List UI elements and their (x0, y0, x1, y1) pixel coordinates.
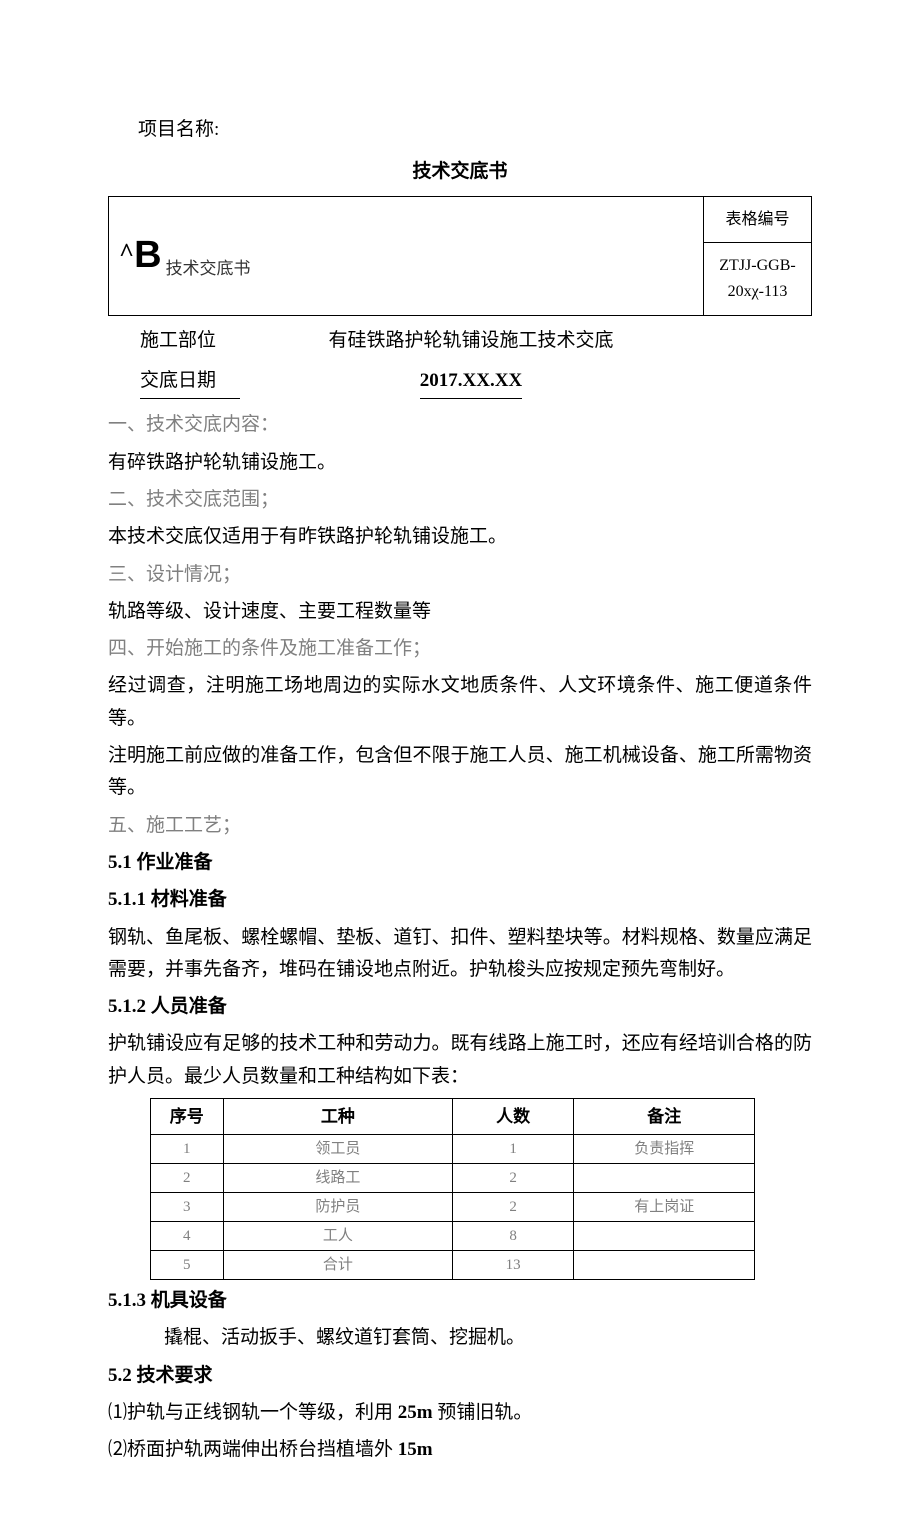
table-cell: 领工员 (223, 1135, 453, 1164)
th-remark: 备注 (574, 1098, 755, 1134)
section4-title: 四、开始施工的条件及施工准备工作； (108, 633, 812, 665)
section5-1-3-body: 撬棍、活动扳手、螺纹道钉套筒、挖掘机。 (108, 1322, 812, 1354)
header-big-b: B (134, 225, 161, 286)
th-count: 人数 (453, 1098, 574, 1134)
doc-title: 技术交底书 (108, 157, 812, 187)
form-number-value: ZTJJ-GGB-20xχ-113 (704, 243, 812, 315)
header-caret: ^ (119, 232, 134, 274)
section5-title: 五、施工工艺； (108, 810, 812, 842)
table-cell: 线路工 (223, 1164, 453, 1193)
table-cell: 负责指挥 (574, 1135, 755, 1164)
date-value: 2017.XX.XX (420, 366, 522, 399)
table-cell (574, 1164, 755, 1193)
table-cell: 2 (453, 1164, 574, 1193)
s5-2-2-bold: 15m (398, 1439, 433, 1460)
table-cell: 1 (453, 1135, 574, 1164)
table-row: 5合计13 (151, 1251, 755, 1280)
date-label: 交底日期 (140, 366, 240, 399)
table-cell: 8 (453, 1222, 574, 1251)
header-sub-text: 技术交底书 (166, 255, 251, 282)
header-table: ^ B 技术交底书 表格编号 ZTJJ-GGB-20xχ-113 (108, 196, 812, 316)
table-header-row: 序号 工种 人数 备注 (151, 1098, 755, 1134)
table-cell: 1 (151, 1135, 224, 1164)
dept-row: 施工部位 有硅铁路护轮轨铺设施工技术交底 (108, 326, 812, 356)
section5-1-1: 5.1.1 材料准备 (108, 884, 812, 916)
section3-title: 三、设计情况； (108, 559, 812, 591)
section5-1: 5.1 作业准备 (108, 847, 812, 879)
th-type: 工种 (223, 1098, 453, 1134)
table-cell: 5 (151, 1251, 224, 1280)
table-row: 3防护员2有上岗证 (151, 1193, 755, 1222)
section2-title: 二、技术交底范围； (108, 484, 812, 516)
table-row: 2线路工2 (151, 1164, 755, 1193)
s5-2-1-bold: 25m (398, 1402, 433, 1423)
table-row: 1领工员1负责指挥 (151, 1135, 755, 1164)
table-cell: 4 (151, 1222, 224, 1251)
th-seq: 序号 (151, 1098, 224, 1134)
section3-body: 轨路等级、设计速度、主要工程数量等 (108, 596, 812, 628)
header-left-cell: ^ B 技术交底书 (109, 196, 704, 315)
table-cell: 3 (151, 1193, 224, 1222)
project-name-label: 项目名称: (108, 115, 812, 145)
section5-1-3: 5.1.3 机具设备 (108, 1285, 812, 1317)
section4-body2: 注明施工前应做的准备工作，包含但不限于施工人员、施工机械设备、施工所需物资等。 (108, 740, 812, 805)
section1-body: 有碎铁路护轮轨铺设施工。 (108, 447, 812, 479)
date-row: 交底日期 2017.XX.XX (108, 366, 812, 399)
table-cell: 工人 (223, 1222, 453, 1251)
section2-body: 本技术交底仅适用于有昨铁路护轮轨铺设施工。 (108, 521, 812, 553)
table-cell: 合计 (223, 1251, 453, 1280)
table-cell: 2 (151, 1164, 224, 1193)
s5-2-2-pre: ⑵桥面护轨两端伸出桥台挡植墙外 (108, 1439, 398, 1460)
section5-1-2: 5.1.2 人员准备 (108, 991, 812, 1023)
section4-body1: 经过调查，注明施工场地周边的实际水文地质条件、人文环境条件、施工便道条件等。 (108, 670, 812, 735)
form-number-label: 表格编号 (704, 196, 812, 243)
section5-1-1-body: 钢轨、鱼尾板、螺栓螺帽、垫板、道钉、扣件、塑料垫块等。材料规格、数量应满足需要，… (108, 922, 812, 987)
dept-label: 施工部位 (140, 326, 240, 356)
section5-2: 5.2 技术要求 (108, 1360, 812, 1392)
personnel-table: 序号 工种 人数 备注 1领工员1负责指挥2线路工23防护员2有上岗证4工人85… (150, 1098, 755, 1280)
table-cell: 有上岗证 (574, 1193, 755, 1222)
table-cell: 防护员 (223, 1193, 453, 1222)
section5-1-2-body: 护轨铺设应有足够的技术工种和劳动力。既有线路上施工时，还应有经培训合格的防护人员… (108, 1028, 812, 1093)
s5-2-1-pre: ⑴护轨与正线钢轨一个等级，利用 (108, 1402, 398, 1423)
table-cell (574, 1222, 755, 1251)
s5-2-1-post: 预铺旧轨。 (433, 1402, 533, 1423)
section5-2-2: ⑵桥面护轨两端伸出桥台挡植墙外 15m (108, 1434, 812, 1466)
section5-2-1: ⑴护轨与正线钢轨一个等级，利用 25m 预铺旧轨。 (108, 1397, 812, 1429)
table-cell (574, 1251, 755, 1280)
dept-value: 有硅铁路护轮轨铺设施工技术交底 (240, 326, 812, 356)
table-cell: 13 (453, 1251, 574, 1280)
section1-title: 一、技术交底内容： (108, 409, 812, 441)
content-body: 一、技术交底内容： 有碎铁路护轮轨铺设施工。 二、技术交底范围； 本技术交底仅适… (108, 409, 812, 1466)
table-row: 4工人8 (151, 1222, 755, 1251)
table-cell: 2 (453, 1193, 574, 1222)
